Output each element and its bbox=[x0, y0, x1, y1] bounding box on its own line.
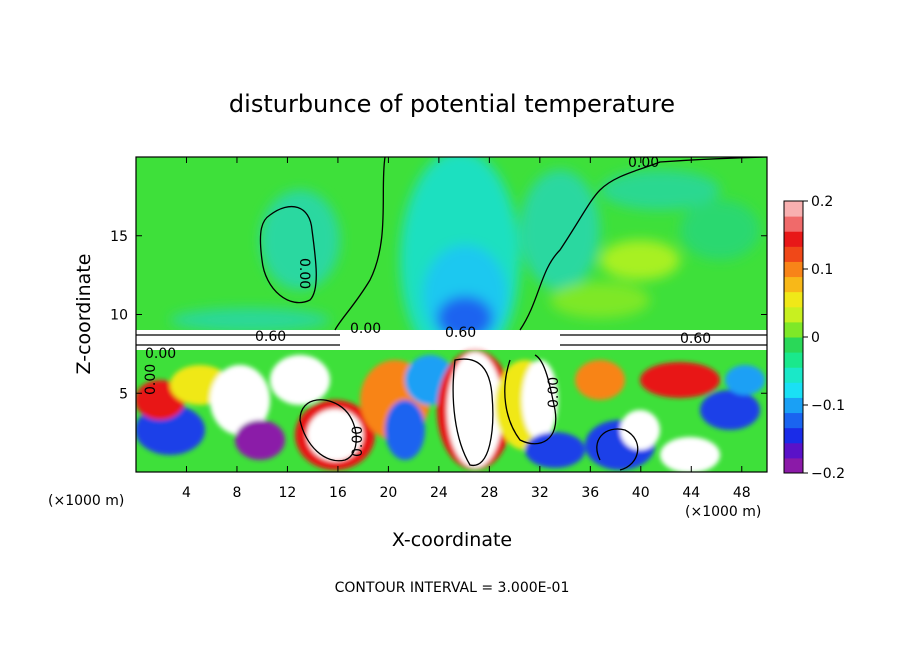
colorbar: 0.2 0.1 0 −0.1 −0.2 bbox=[783, 194, 845, 482]
x-tick-label: 8 bbox=[232, 485, 241, 501]
contour-label: 0.60 bbox=[445, 325, 476, 341]
colorbar-swatch bbox=[784, 201, 803, 217]
x-tick-label: 12 bbox=[279, 485, 297, 501]
contour-label: 0.00 bbox=[350, 426, 366, 457]
chart-title: disturbunce of potential temperature bbox=[229, 90, 675, 118]
contour-labels: 0.00 0.00 0.60 0.00 0.60 0.60 0.00 0.00 … bbox=[143, 155, 711, 457]
contour-label: 0.00 bbox=[350, 321, 381, 337]
plot-area: 0.00 0.00 0.60 0.00 0.60 0.60 0.00 0.00 … bbox=[136, 155, 767, 472]
x-tick-label: 44 bbox=[682, 485, 700, 501]
y-axis: 5 10 15 bbox=[110, 229, 767, 402]
colorbar-swatch bbox=[784, 427, 803, 444]
colorbar-swatch bbox=[784, 306, 803, 323]
colorbar-swatch bbox=[784, 382, 803, 398]
colorbar-swatch bbox=[784, 291, 803, 308]
x-unit-right: (×1000 m) bbox=[685, 504, 761, 520]
y-tick-label: 10 bbox=[110, 308, 128, 324]
contour-label: 0.00 bbox=[546, 377, 562, 408]
x-tick-label: 48 bbox=[733, 485, 751, 501]
x-tick-label: 16 bbox=[329, 485, 347, 501]
contour-line bbox=[519, 157, 767, 331]
contour-label: 0.00 bbox=[145, 346, 176, 362]
contour-line bbox=[504, 354, 557, 445]
colorbar-tick-label: 0.2 bbox=[811, 194, 833, 210]
colorbar-tick-label: −0.2 bbox=[811, 466, 845, 482]
contour-line bbox=[259, 206, 317, 304]
y-tick-label: 15 bbox=[110, 229, 128, 245]
colorbar-swatch bbox=[784, 321, 803, 338]
colorbar-swatch bbox=[784, 352, 803, 368]
upper-field-shading bbox=[170, 157, 760, 370]
contour-line bbox=[136, 334, 767, 346]
colorbar-swatch bbox=[784, 367, 803, 383]
colorbar-swatch bbox=[784, 261, 803, 278]
x-tick-label: 28 bbox=[480, 485, 498, 501]
colorbar-swatch bbox=[784, 442, 803, 459]
colorbar-swatch bbox=[784, 412, 803, 429]
x-axis-label: X-coordinate bbox=[392, 529, 512, 551]
contour-lines bbox=[136, 157, 767, 471]
colorbar-tick-label: −0.1 bbox=[811, 398, 845, 414]
x-tick-label: 4 bbox=[182, 485, 191, 501]
contour-interval-footer: CONTOUR INTERVAL = 3.000E-01 bbox=[335, 580, 570, 596]
contour-label: 0.60 bbox=[255, 329, 286, 345]
contour-line bbox=[452, 358, 494, 466]
lower-field-shading bbox=[136, 350, 765, 472]
x-axis: 4 8 12 16 20 24 28 32 36 40 44 48 bbox=[182, 157, 751, 501]
x-tick-label: 32 bbox=[531, 485, 549, 501]
colorbar-swatch bbox=[784, 457, 803, 474]
colorbar-swatch bbox=[784, 276, 803, 293]
contour-label: 0.00 bbox=[296, 258, 312, 289]
contour-label: 0.60 bbox=[680, 331, 711, 347]
colorbar-swatch bbox=[784, 397, 803, 414]
x-tick-label: 36 bbox=[581, 485, 599, 501]
colorbar-tick-label: 0 bbox=[811, 330, 820, 346]
x-unit-left: (×1000 m) bbox=[48, 493, 124, 509]
contour-label: 0.00 bbox=[628, 155, 659, 171]
x-tick-label: 20 bbox=[379, 485, 397, 501]
colorbar-swatch bbox=[784, 231, 803, 247]
y-axis-label: Z-coordinate bbox=[73, 254, 95, 375]
colorbar-swatch bbox=[784, 246, 803, 262]
contour-line bbox=[334, 157, 386, 331]
x-tick-label: 24 bbox=[430, 485, 448, 501]
contour-line bbox=[299, 399, 357, 462]
x-tick-label: 40 bbox=[632, 485, 650, 501]
contour-line bbox=[596, 428, 639, 471]
colorbar-swatch bbox=[784, 216, 803, 232]
colorbar-swatch bbox=[784, 337, 803, 353]
contour-label: 0.00 bbox=[143, 364, 159, 395]
y-tick-label: 5 bbox=[119, 386, 128, 402]
colorbar-tick-label: 0.1 bbox=[811, 262, 833, 278]
